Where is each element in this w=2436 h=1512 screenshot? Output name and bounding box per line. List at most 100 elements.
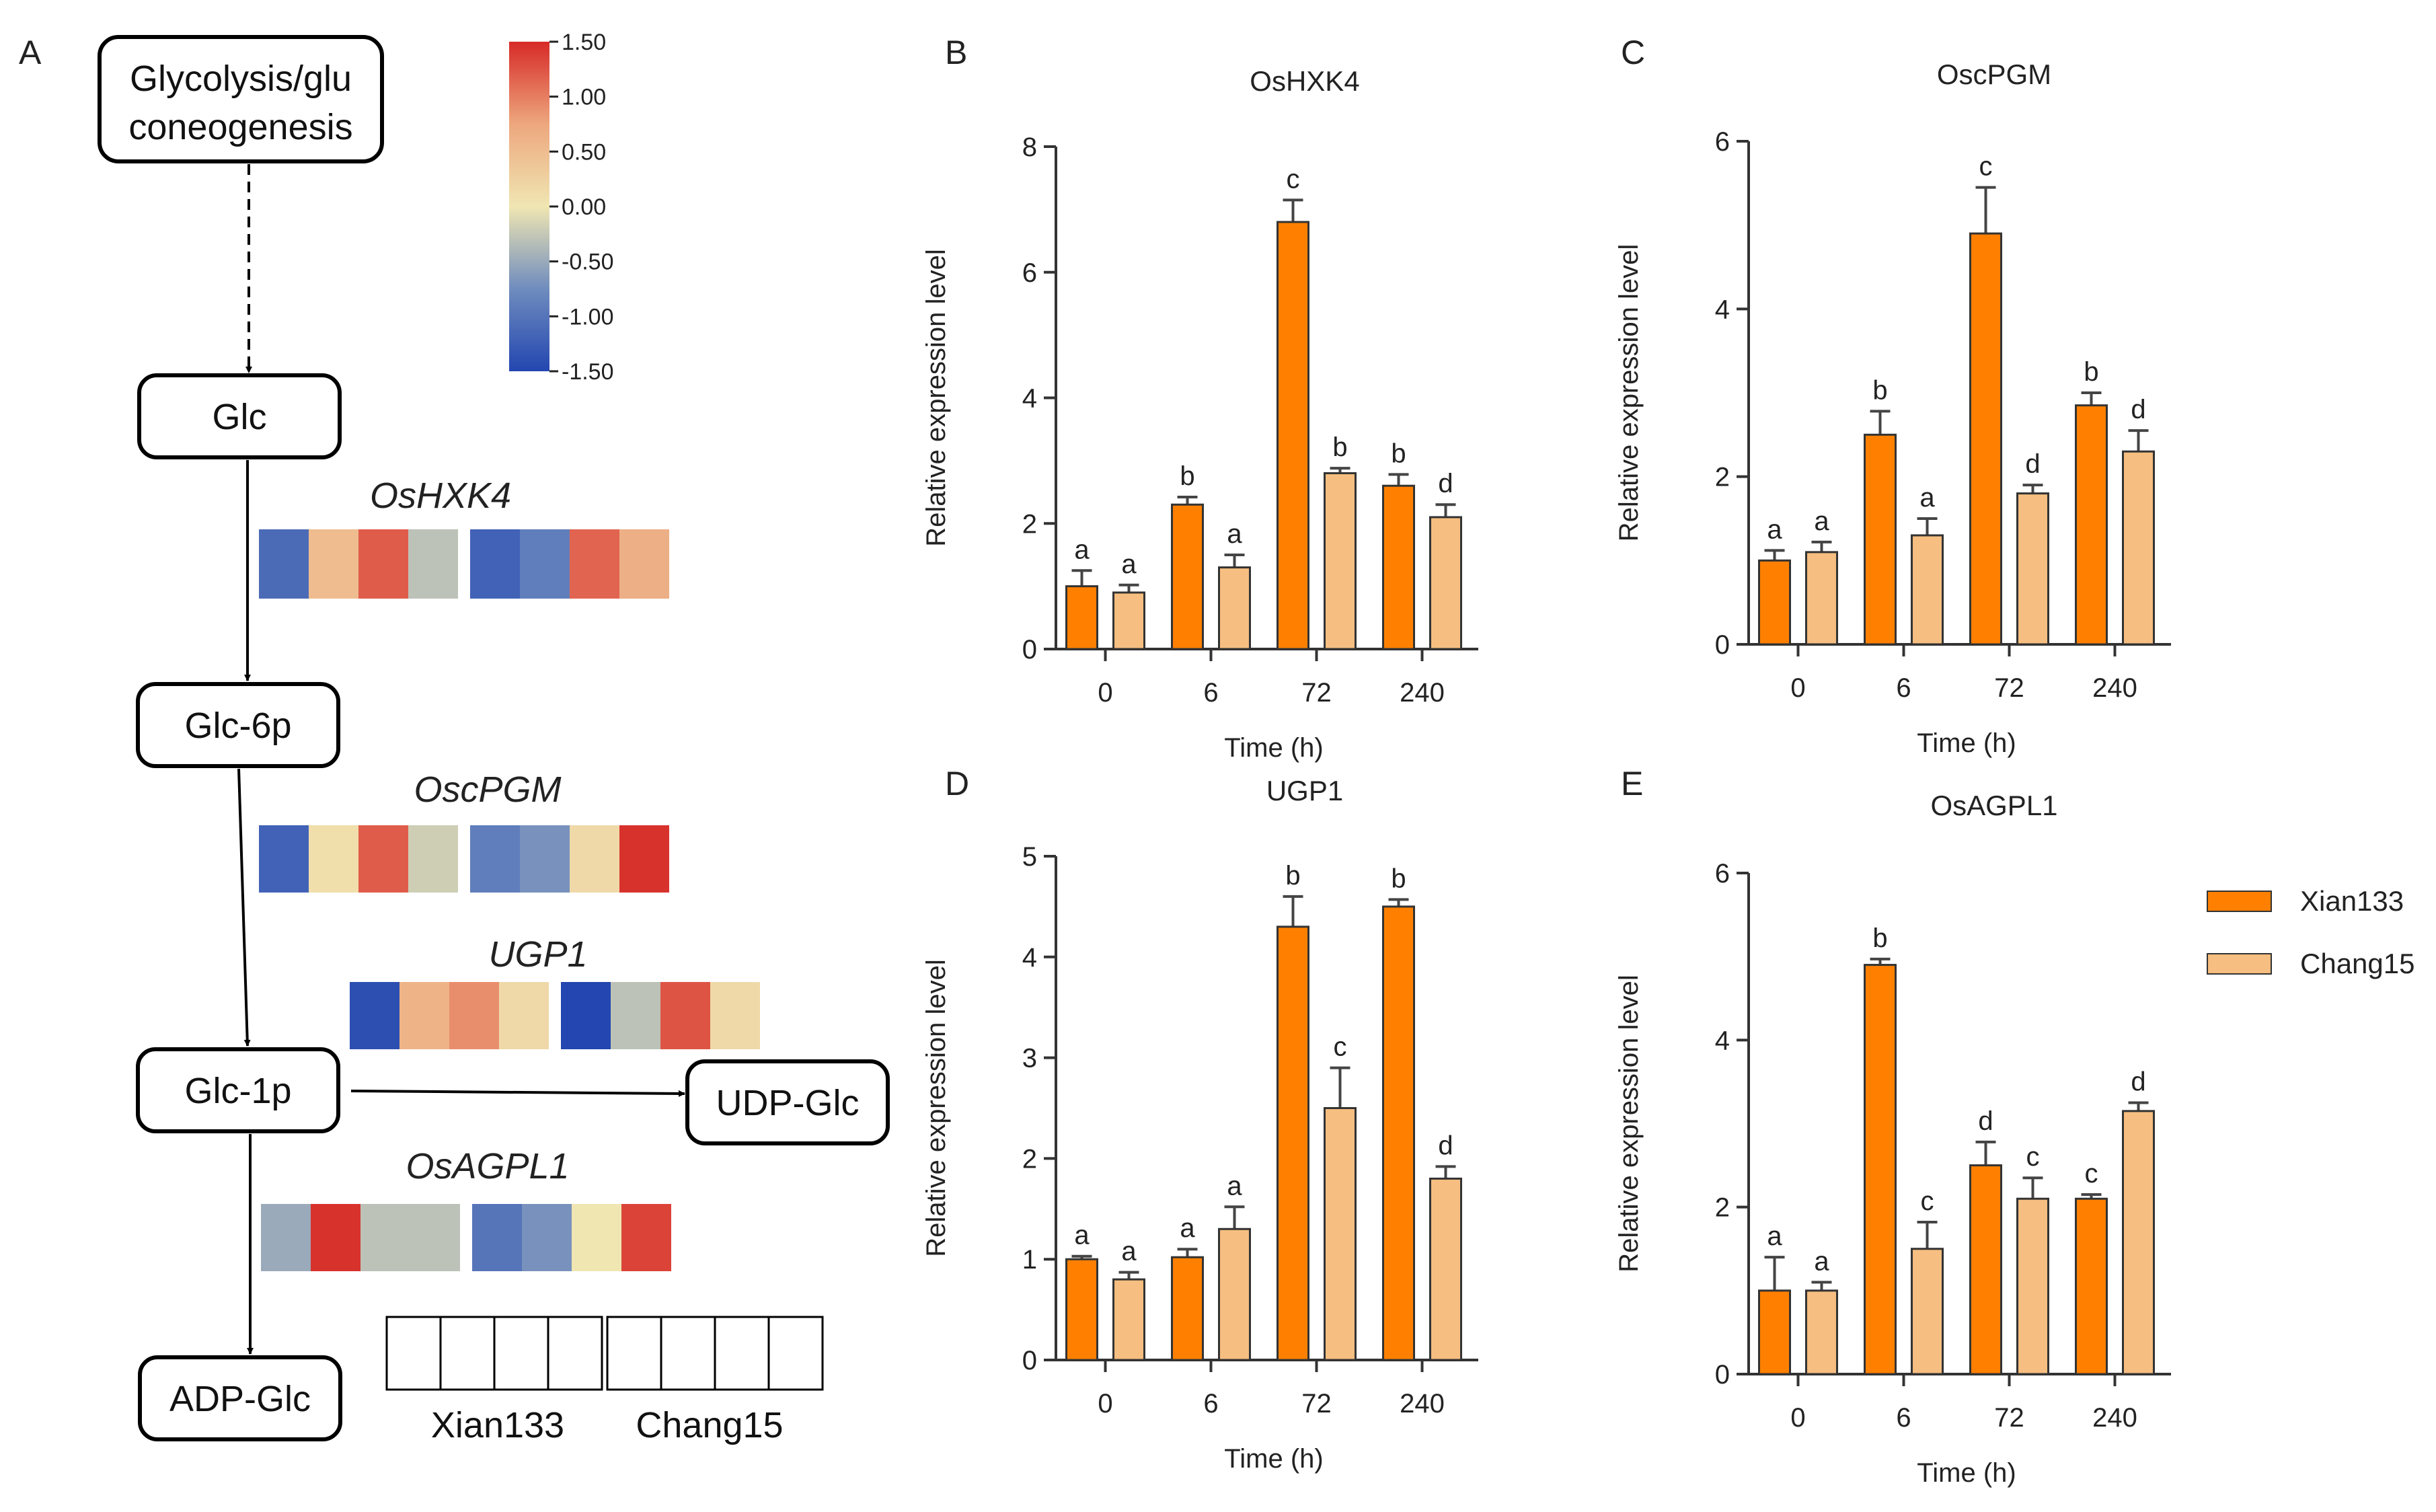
- significance-letter: d: [2025, 449, 2040, 479]
- bar-chang15: [1112, 591, 1145, 650]
- heatmap-cell: [470, 529, 520, 599]
- bar-xian133: [1969, 1164, 2002, 1375]
- sample-box: [493, 1316, 549, 1391]
- heatmap-cell: [309, 529, 358, 599]
- bar-xian133: [2075, 404, 2108, 646]
- sample-label-chang15: Chang15: [636, 1405, 783, 1445]
- y-tick-label: 4: [1715, 1026, 1730, 1055]
- significance-letter: a: [1121, 1237, 1137, 1267]
- heatmap-cell: [410, 1204, 460, 1271]
- colorbar-tick-label: -0.50: [562, 250, 614, 275]
- chart-title: OsHXK4: [1250, 65, 1359, 97]
- colorbar: [509, 42, 549, 371]
- bar-xian133: [1171, 1256, 1204, 1361]
- bar-chang15: [1324, 472, 1357, 650]
- significance-letter: b: [1872, 923, 1887, 953]
- heatmap-cell: [522, 1204, 572, 1271]
- heatmap-cell: [259, 529, 309, 599]
- node-glc6p-box: [136, 682, 340, 768]
- x-tick-label: 72: [1301, 678, 1332, 708]
- significance-letter: d: [1978, 1106, 1993, 1136]
- chart-e: E OsAGPL1 0 2 4 6 Relative expression level Tim…: [1614, 765, 2171, 1488]
- x-tick-label: 72: [1994, 673, 2024, 703]
- y-tick-label: 6: [1022, 258, 1037, 288]
- y-tick-label: 0: [1715, 630, 1730, 660]
- significance-letter: a: [1074, 1221, 1090, 1250]
- significance-letter: a: [1121, 550, 1137, 579]
- heatmap-cell: [570, 825, 619, 893]
- chart-c: C OscPGM 0 2 4 6 Relative expression level Time…: [1614, 34, 2171, 758]
- significance-letter: b: [1180, 461, 1194, 491]
- sample-box: [660, 1316, 716, 1391]
- bar-xian133: [1065, 1258, 1098, 1361]
- x-axis-label: Time (h): [1224, 733, 1323, 763]
- significance-letter: c: [2085, 1159, 2098, 1188]
- bar-xian133: [1758, 559, 1791, 646]
- arrow-glc1p-to-udpglc: [350, 1090, 685, 1097]
- significance-letter: b: [1391, 864, 1406, 893]
- sample-box: [606, 1316, 662, 1391]
- heatmap-cell: [710, 982, 760, 1049]
- heatmaps: [259, 529, 760, 1271]
- significance-letter: a: [1919, 483, 1935, 513]
- significance-letter: a: [1227, 519, 1242, 549]
- chart-b: B OsHXK4 0 2 4 6 8 Relative expression level Tim…: [921, 34, 1478, 763]
- significance-letter: b: [1285, 861, 1300, 891]
- node-udpglc-box: [685, 1059, 890, 1145]
- bar-chang15: [2122, 1110, 2155, 1375]
- significance-letter: a: [1227, 1171, 1242, 1201]
- y-axis-label: Relative expression level: [921, 959, 951, 1256]
- panel-letter-b: B: [945, 34, 967, 71]
- bar-chang15: [1805, 1289, 1838, 1375]
- node-glc-box: [137, 373, 342, 459]
- bar-xian133: [1277, 221, 1309, 650]
- heatmap-cell: [572, 1204, 621, 1271]
- sample-box: [547, 1316, 603, 1391]
- x-tick-label: 72: [1994, 1403, 2024, 1433]
- bar-xian133: [1171, 503, 1204, 650]
- panel-letter-c: C: [1621, 34, 1645, 71]
- bar-xian133: [1382, 484, 1415, 650]
- sample-box: [439, 1316, 496, 1391]
- y-axis-label: Relative expression level: [921, 249, 951, 546]
- heatmap-cell: [358, 825, 408, 893]
- significance-letter: a: [1180, 1213, 1195, 1243]
- colorbar-tick-label: 1.00: [562, 85, 606, 110]
- x-tick-label: 240: [1400, 678, 1445, 708]
- gene-label-oshxk4: OsHXK4: [370, 476, 511, 516]
- colorbar-tick-label: 1.50: [562, 30, 606, 55]
- legend-swatch-xian133: [2207, 891, 2272, 912]
- bar-xian133: [1864, 964, 1897, 1375]
- colorbar-tick-label: 0.50: [562, 139, 606, 165]
- heatmap-cell: [470, 825, 520, 893]
- significance-letter: d: [1438, 469, 1453, 498]
- bar-xian133: [1969, 232, 2002, 646]
- y-tick-label: 1: [1022, 1245, 1037, 1275]
- y-axis-label: Relative expression level: [1614, 244, 1644, 541]
- legend-swatch-chang15: [2207, 953, 2272, 975]
- heatmap-cell: [350, 982, 399, 1049]
- y-tick-label: 0: [1022, 635, 1037, 665]
- gene-label-oscpgm: OscPGM: [414, 769, 561, 810]
- legend-label-xian133: Xian133: [2300, 885, 2404, 917]
- heatmap-cell: [309, 825, 358, 893]
- y-tick-label: 5: [1022, 842, 1037, 872]
- legend: Xian133 Chang15: [2207, 885, 2414, 979]
- heatmap-cell: [408, 825, 458, 893]
- bar-xian133: [1864, 433, 1897, 646]
- colorbar-ticks: 1.50 1.00 0.50 0.00 -0.50 -1.00 -1.50: [549, 30, 614, 385]
- chart-title: OscPGM: [1937, 59, 2051, 90]
- bar-chang15: [1911, 1248, 1944, 1375]
- bar-xian133: [2075, 1197, 2108, 1375]
- y-tick-label: 0: [1715, 1360, 1730, 1390]
- bar-chang15: [1324, 1107, 1357, 1361]
- y-tick-label: 4: [1022, 943, 1037, 973]
- bar-chang15: [1911, 534, 1944, 646]
- node-glycolysis-line1: Glycolysis/glu: [130, 59, 352, 99]
- panel-letter-e: E: [1621, 765, 1643, 802]
- chart-title: OsAGPL1: [1930, 790, 2057, 821]
- gene-label-ugp1: UGP1: [488, 934, 587, 975]
- chart-title: UGP1: [1266, 775, 1343, 806]
- sample-label-xian133: Xian133: [431, 1405, 564, 1445]
